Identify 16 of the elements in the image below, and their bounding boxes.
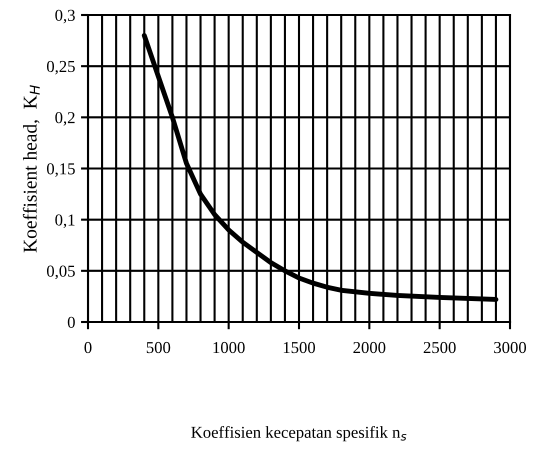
y-tick-label: 0,2 bbox=[55, 112, 75, 126]
y-tick-label: 0,1 bbox=[55, 214, 74, 228]
x-tick-label: 500 bbox=[146, 342, 170, 354]
x-tick-label: 3000 bbox=[494, 342, 526, 354]
x-tick-label: 1000 bbox=[213, 342, 245, 354]
x-tick-label: 2500 bbox=[424, 342, 456, 354]
x-tick-label: 1500 bbox=[284, 342, 316, 354]
y-tick-label: 0,05 bbox=[46, 266, 75, 280]
y-tick-label: 0,25 bbox=[46, 60, 75, 75]
y-tick-label: 0,15 bbox=[46, 163, 75, 177]
y-tick-label: 0 bbox=[68, 316, 75, 328]
y-axis-title: Koeffisient head, K$_{H}$ bbox=[22, 85, 40, 252]
y-tick-label: 0,3 bbox=[55, 10, 75, 24]
x-tick-label: 0 bbox=[84, 342, 92, 354]
x-axis-title: Koeffisien kecepatan spesifik n$_{s}$ bbox=[191, 426, 406, 442]
x-tick-label: 2000 bbox=[353, 342, 386, 354]
